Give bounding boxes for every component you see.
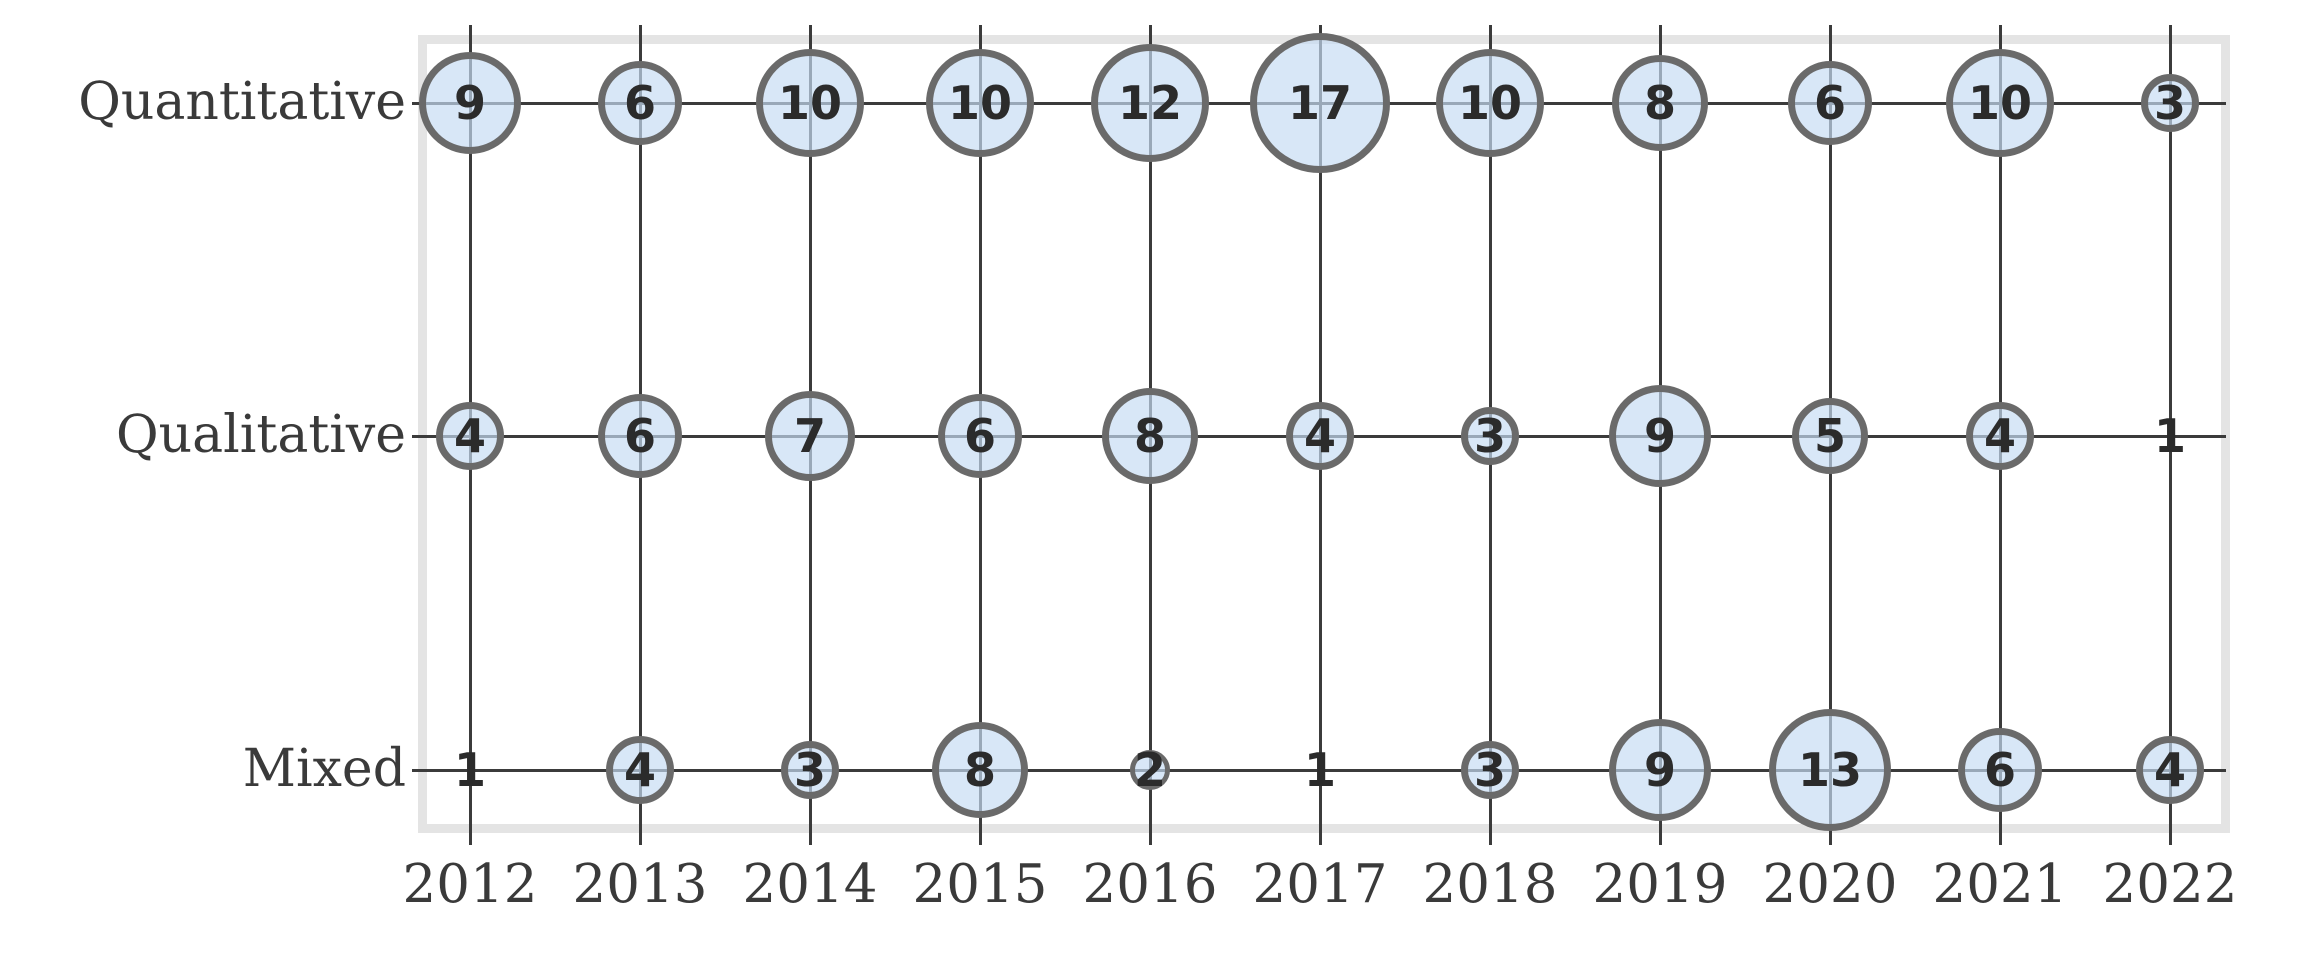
bubble-value-label: 13 — [1797, 743, 1862, 797]
bubble — [765, 391, 855, 481]
bubble — [1609, 719, 1711, 821]
bubble — [756, 49, 864, 157]
bubble — [1792, 398, 1868, 474]
bubble — [606, 736, 674, 804]
bubble — [1461, 407, 1519, 465]
bubble-value-label: 8 — [1643, 76, 1676, 130]
bubble — [938, 394, 1022, 478]
row-label-quantitative: Quantitative — [78, 72, 406, 132]
year-label: 2020 — [1762, 854, 1898, 915]
bubble — [1609, 385, 1711, 487]
bubble-value-label: 6 — [623, 409, 656, 463]
year-label: 2021 — [1932, 854, 2068, 915]
bubble — [436, 402, 504, 470]
bubble-value-label: 17 — [1287, 76, 1352, 130]
bubble — [1612, 55, 1708, 151]
bubble-value-label: 1 — [2153, 409, 2186, 463]
bubble — [1769, 709, 1891, 831]
year-label: 2017 — [1252, 854, 1388, 915]
bubble-value-label: 3 — [793, 743, 826, 797]
year-label: 2016 — [1082, 854, 1218, 915]
bubble-value-label: 4 — [623, 743, 656, 797]
year-label: 2018 — [1422, 854, 1558, 915]
bubble — [1130, 750, 1170, 790]
horizontal-gridline — [412, 768, 2226, 772]
bubble-value-label: 2 — [1133, 743, 1166, 797]
year-label: 2015 — [912, 854, 1048, 915]
year-label: 2019 — [1592, 854, 1728, 915]
bubble — [1436, 49, 1544, 157]
bubble — [1788, 61, 1872, 145]
row-label-mixed: Mixed — [242, 739, 406, 799]
bubble-value-label: 10 — [947, 76, 1012, 130]
bubble-value-label: 3 — [1473, 409, 1506, 463]
bubble — [1286, 402, 1354, 470]
bubble-value-label: 10 — [1457, 76, 1522, 130]
bubble — [1250, 33, 1390, 173]
bubble-value-label: 6 — [1983, 743, 2016, 797]
bubble — [932, 722, 1028, 818]
bubble — [781, 741, 839, 799]
bubble-value-label: 9 — [453, 76, 486, 130]
bubble-value-label: 6 — [1813, 76, 1846, 130]
year-label: 2013 — [572, 854, 708, 915]
bubble-value-label: 4 — [1983, 409, 2016, 463]
bubble-value-label: 7 — [793, 409, 826, 463]
bubble-value-label: 4 — [1303, 409, 1336, 463]
bubble-value-label: 6 — [623, 76, 656, 130]
bubble — [1461, 741, 1519, 799]
bubble-value-label: 1 — [453, 743, 486, 797]
bubble-value-label: 4 — [453, 409, 486, 463]
bubble — [926, 49, 1034, 157]
bubble — [598, 394, 682, 478]
bubble-value-label: 9 — [1643, 743, 1676, 797]
bubble-value-label: 8 — [963, 743, 996, 797]
bubble-value-label: 5 — [1813, 409, 1846, 463]
bubble — [1946, 49, 2054, 157]
bubble — [419, 52, 521, 154]
bubble-value-label: 3 — [1473, 743, 1506, 797]
bubble — [1958, 728, 2042, 812]
bubble-value-label: 4 — [2153, 743, 2186, 797]
bubble — [1102, 388, 1198, 484]
bubble — [1966, 402, 2034, 470]
bubble-value-label: 9 — [1643, 409, 1676, 463]
bubble — [2141, 74, 2199, 132]
bubble-value-label: 10 — [777, 76, 842, 130]
bubble-value-label: 6 — [963, 409, 996, 463]
year-label: 2014 — [742, 854, 878, 915]
bubble-value-label: 8 — [1133, 409, 1166, 463]
bubble-value-label: 12 — [1117, 76, 1182, 130]
year-label: 2012 — [402, 854, 538, 915]
bubble — [598, 61, 682, 145]
row-label-qualitative: Qualitative — [116, 405, 406, 465]
year-label: 2022 — [2102, 854, 2238, 915]
bubble — [2136, 736, 2204, 804]
bubble — [1091, 44, 1209, 162]
bubble-value-label: 3 — [2153, 76, 2186, 130]
bubble-value-label: 1 — [1303, 743, 1336, 797]
bubble-value-label: 10 — [1967, 76, 2032, 130]
